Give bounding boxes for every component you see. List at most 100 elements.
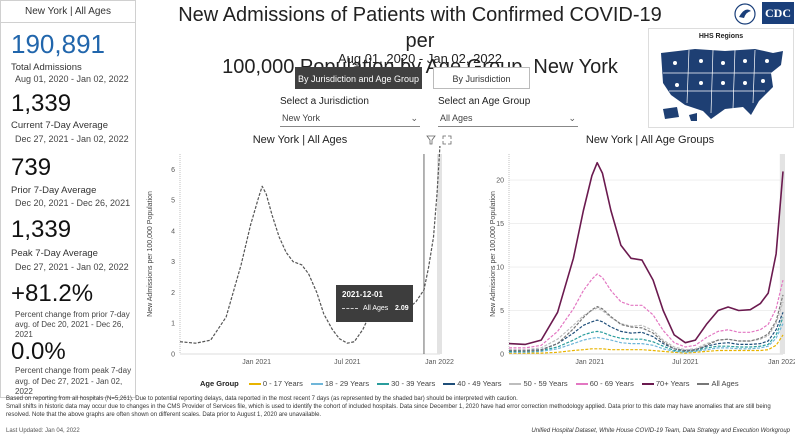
pct-change-prior-value: +81.2%: [11, 280, 94, 307]
y-tick-label: 15: [496, 221, 504, 228]
by-jurisdiction-and-age-button[interactable]: By Jurisdiction and Age Group: [295, 67, 422, 89]
summary-panel: New York | All Ages 190,891 Total Admiss…: [0, 0, 136, 398]
legend-item[interactable]: 30 - 39 Years: [377, 379, 435, 388]
legend-swatch: [509, 383, 522, 386]
legend-swatch: [248, 383, 261, 386]
y-tick-label: 6: [171, 167, 175, 174]
current-avg-label: Current 7-Day Average: [11, 120, 108, 131]
hhs-logo-icon: [734, 3, 756, 25]
legend-label: 0 - 17 Years: [262, 379, 303, 388]
by-jurisdiction-button[interactable]: By Jurisdiction: [433, 67, 530, 89]
left-chart[interactable]: New Admissions per 100,000 Population 0 1 2…: [140, 146, 460, 378]
legend-item[interactable]: 50 - 59 Years: [509, 379, 568, 388]
x-tick-label: Jan 2022: [768, 359, 795, 366]
y-tick-label: 4: [171, 228, 175, 235]
pct-change-prior-label-1: Percent change from prior 7-day: [15, 310, 130, 319]
tooltip-value: 2.09: [395, 305, 409, 312]
summary-header: New York | All Ages: [1, 1, 135, 23]
peak-avg-value: 1,339: [11, 216, 72, 243]
x-tick-label: Jul 2021: [672, 359, 699, 366]
y-tick-label: 5: [171, 198, 175, 205]
jurisdiction-select-value: New York: [282, 113, 321, 123]
pct-change-peak-label-2: avg. of Dec 27, 2021 - Jan 02, 2022: [15, 377, 123, 396]
prior-avg-label: Prior 7-Day Average: [11, 185, 97, 196]
us-map-icon: [661, 49, 783, 121]
jurisdiction-select[interactable]: New York ⌄: [280, 110, 420, 127]
pct-change-prior-label-2: avg. of Dec 20, 2021 - Dec 26, 2021: [15, 320, 124, 339]
current-avg-value: 1,339: [11, 90, 72, 117]
chart-tooltip: 2021-12-01 All Ages 2.09: [336, 285, 413, 322]
legend-items: 0 - 17 Years 18 - 29 Years 30 - 39 Years 40…: [248, 379, 747, 388]
legend-swatch: [641, 383, 654, 386]
y-axis-label: New Admissions per 100,000 Population: [147, 191, 154, 317]
page-date-range: Aug 01, 2020 - Jan 02, 2022: [337, 51, 503, 66]
legend-label: All Ages: [711, 379, 739, 388]
legend-label: 30 - 39 Years: [391, 379, 436, 388]
prior-avg-range: Dec 20, 2021 - Dec 26, 2021: [15, 198, 131, 208]
footnote: Based on reporting from all hospitals (N…: [6, 395, 796, 419]
tooltip-date: 2021-12-01: [342, 290, 383, 299]
footnote-line-3: resolved. Note that the above graphs are…: [6, 412, 322, 418]
cdc-logo: CDC: [762, 2, 794, 24]
y-tick-label: 0: [500, 352, 504, 359]
expand-icon[interactable]: [442, 135, 452, 145]
legend-item[interactable]: All Ages: [697, 379, 739, 388]
legend-label: 18 - 29 Years: [324, 379, 370, 388]
series-line[interactable]: [509, 273, 784, 349]
series-line[interactable]: [509, 312, 784, 352]
age-group-select[interactable]: All Ages ⌄: [438, 110, 578, 127]
series-line[interactable]: [508, 161, 784, 346]
y-axis-label: New Admissions per 100,000 Population: [490, 191, 497, 317]
pct-change-peak-label-1: Percent change from peak 7-day: [15, 366, 132, 375]
y-tick-label: 2: [171, 290, 175, 297]
y-tick-label: 0: [171, 352, 175, 359]
recent-data-shade: [436, 154, 442, 354]
legend-label: 60 - 69 Years: [589, 379, 634, 388]
y-tick-label: 5: [500, 308, 504, 315]
legend-swatch: [575, 383, 588, 386]
peak-avg-label: Peak 7-Day Average: [11, 248, 98, 259]
legend-swatch: [310, 383, 323, 386]
legend-label: 70+ Years: [655, 379, 690, 388]
pct-change-peak-value: 0.0%: [11, 338, 66, 365]
age-group-select-label: Select an Age Group: [438, 96, 531, 107]
series-line[interactable]: [509, 334, 784, 354]
cdc-logo-text: CDC: [765, 6, 791, 20]
current-avg-range: Dec 27, 2021 - Jan 02, 2022: [15, 134, 129, 144]
age-group-select-value: All Ages: [440, 113, 473, 123]
total-admissions-label: Total Admissions: [11, 62, 82, 73]
y-tick-label: 3: [171, 259, 175, 266]
legend-item[interactable]: 60 - 69 Years: [575, 379, 634, 388]
hhs-regions-title: HHS Regions: [698, 33, 744, 40]
y-tick-label: 20: [496, 178, 504, 185]
page-title-line-1: New Admissions of Patients with Confirme…: [178, 4, 662, 52]
legend-title: Age Group: [200, 379, 239, 388]
age-group-legend: Age Group 0 - 17 Years 18 - 29 Years 30 - …: [200, 379, 747, 388]
series-line[interactable]: [509, 301, 784, 351]
right-chart[interactable]: New Admissions per 100,000 Population 0 5 1…: [485, 146, 795, 378]
x-tick-label: Jan 2021: [242, 359, 271, 366]
legend-swatch: [377, 383, 390, 386]
series-line[interactable]: [509, 323, 784, 353]
series-line[interactable]: [509, 317, 784, 352]
x-tick-label: Jul 2021: [334, 359, 361, 366]
chevron-down-icon: ⌄: [568, 113, 576, 123]
right-chart-title: New York | All Age Groups: [585, 134, 715, 146]
footnote-line-2: Small shifts in historic data may occur …: [6, 404, 771, 410]
chevron-down-icon: ⌄: [410, 113, 418, 123]
jurisdiction-select-label: Select a Jurisdiction: [280, 96, 369, 107]
legend-swatch: [697, 383, 710, 386]
filter-icon[interactable]: [426, 135, 436, 145]
data-source: Unified Hospital Dataset, White House CO…: [531, 428, 790, 434]
series-line[interactable]: [508, 294, 784, 352]
tooltip-series-name: All Ages: [363, 305, 389, 312]
legend-item[interactable]: 0 - 17 Years: [248, 379, 303, 388]
legend-item[interactable]: 70+ Years: [641, 379, 690, 388]
footnote-line-1: Based on reporting from all hospitals (N…: [6, 396, 518, 402]
hhs-regions-map[interactable]: HHS Regions: [648, 28, 794, 128]
legend-label: 40 - 49 Years: [457, 379, 502, 388]
left-chart-title: New York | All Ages: [252, 134, 348, 146]
tooltip-swatch: [342, 308, 358, 309]
legend-item[interactable]: 18 - 29 Years: [310, 379, 370, 388]
legend-item[interactable]: 40 - 49 Years: [443, 379, 501, 388]
